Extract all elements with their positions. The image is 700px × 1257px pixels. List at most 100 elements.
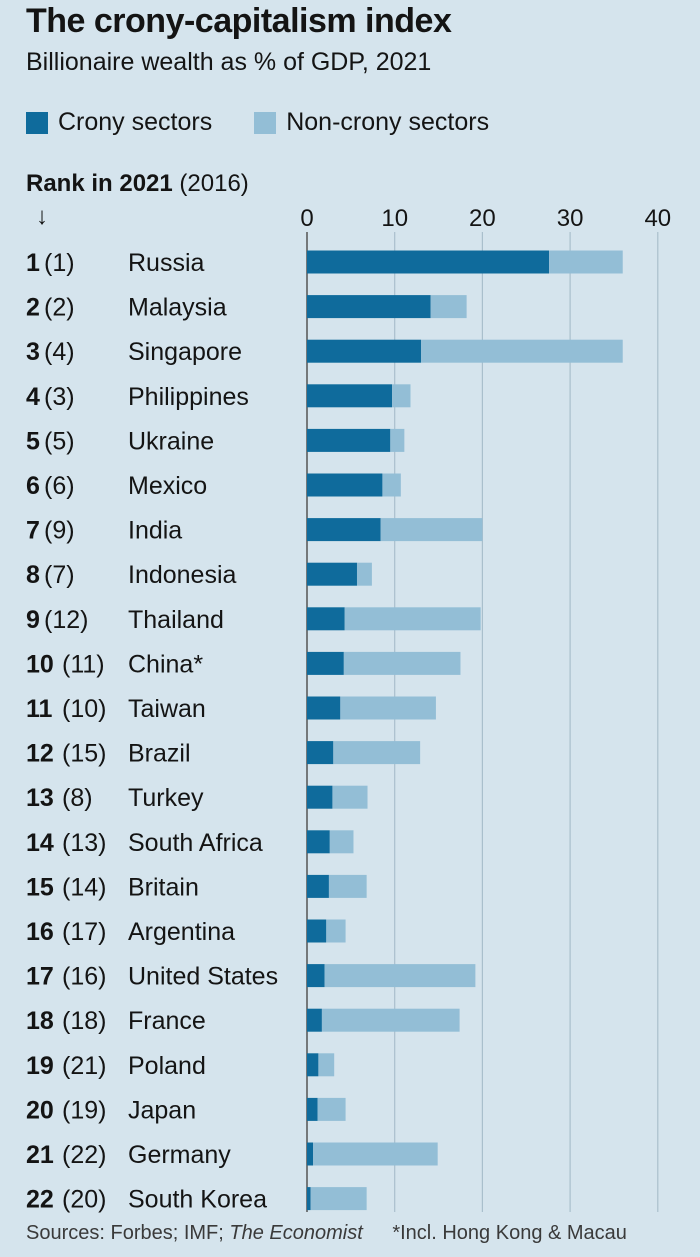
bar-noncrony	[321, 1008, 460, 1032]
rank-header-bold: Rank in 2021	[26, 170, 173, 197]
country-label: South Africa	[128, 829, 263, 857]
country-label: Turkey	[128, 784, 204, 812]
chart-title: The crony-capitalism index	[26, 2, 452, 40]
bar-noncrony	[328, 874, 367, 898]
bar-chart: 0 10 20 30 40 1 (1) Russia 2 (2) Malaysia 3 (4) Singa…	[26, 205, 671, 1214]
rank-2016-label: (5)	[44, 427, 75, 455]
bar-noncrony	[324, 964, 476, 988]
rank-2016-label: (7)	[44, 561, 75, 589]
rank-2016-label: (20)	[62, 1186, 106, 1214]
x-tick-label: 30	[557, 205, 584, 232]
bar-noncrony	[317, 1097, 346, 1121]
rank-header: Rank in 2021 (2016)	[26, 170, 249, 198]
country-label: France	[128, 1007, 206, 1035]
x-tick-label: 20	[469, 205, 496, 232]
rank-2021-label: 7	[26, 517, 40, 545]
bar-crony	[307, 1142, 314, 1166]
bar-crony	[307, 1008, 322, 1032]
rank-2021-label: 11	[26, 695, 53, 723]
rank-2016-label: (18)	[62, 1007, 106, 1035]
x-tick-label: 40	[644, 205, 671, 232]
bar-noncrony	[344, 607, 481, 631]
country-label: Philippines	[128, 383, 249, 411]
rank-2016-label: (21)	[62, 1052, 106, 1080]
country-label: Indonesia	[128, 561, 237, 589]
bar-noncrony	[430, 295, 467, 319]
rank-2021-label: 9	[26, 606, 40, 634]
rank-2021-label: 5	[26, 427, 40, 455]
bar-noncrony	[380, 518, 483, 542]
bar-crony	[307, 518, 381, 542]
bar-crony	[307, 250, 550, 274]
rank-2016-label: (11)	[62, 650, 105, 678]
rank-2021-label: 20	[26, 1096, 54, 1124]
bar-crony	[307, 741, 334, 765]
rank-2021-label: 1	[26, 249, 40, 277]
rank-2016-label: (3)	[44, 383, 75, 411]
country-label: United States	[128, 963, 278, 991]
bar-noncrony	[329, 830, 354, 854]
rank-2021-label: 17	[26, 963, 54, 991]
footer-sources-italic: The Economist	[229, 1222, 363, 1244]
bar-crony	[307, 1097, 318, 1121]
rank-2016-label: (19)	[62, 1096, 106, 1124]
bar-crony	[307, 1187, 311, 1211]
rank-2021-label: 3	[26, 338, 40, 366]
rank-2021-label: 13	[26, 784, 54, 812]
rank-2021-label: 22	[26, 1186, 54, 1214]
footer-sources: Sources: Forbes; IMF;	[26, 1222, 230, 1244]
bar-crony	[307, 696, 341, 720]
x-tick-label: 10	[381, 205, 408, 232]
rank-2016-label: (15)	[62, 740, 106, 768]
rank-2021-label: 16	[26, 918, 54, 946]
bar-noncrony	[318, 1053, 335, 1077]
country-label: India	[128, 517, 182, 545]
rank-2016-label: (9)	[44, 517, 75, 545]
bar-noncrony	[343, 651, 461, 675]
legend-swatch-crony	[26, 111, 48, 134]
country-label: China*	[128, 650, 203, 678]
country-label: Taiwan	[128, 695, 206, 723]
country-label: Singapore	[128, 338, 242, 366]
bar-noncrony	[313, 1142, 438, 1166]
bar-noncrony	[332, 785, 368, 809]
bar-crony	[307, 384, 393, 408]
down-arrow-icon: ↓	[36, 203, 48, 230]
rank-2021-label: 12	[26, 740, 54, 768]
rank-2016-label: (13)	[62, 829, 106, 857]
bar-crony	[307, 607, 345, 631]
bar-crony	[307, 473, 383, 497]
footer: Sources: Forbes; IMF; The Economist *Inc…	[26, 1222, 627, 1245]
bar-noncrony	[333, 741, 421, 765]
rank-2016-label: (17)	[62, 918, 106, 946]
rank-2021-label: 6	[26, 472, 40, 500]
bar-crony	[307, 830, 330, 854]
bar-crony	[307, 428, 391, 452]
country-label: Japan	[128, 1096, 196, 1124]
rank-2016-label: (22)	[62, 1141, 106, 1169]
bar-crony	[307, 919, 327, 943]
legend-label-noncrony: Non-crony sectors	[286, 108, 490, 136]
rank-2016-label: (6)	[44, 472, 75, 500]
country-label: Poland	[128, 1052, 206, 1080]
rank-2016-label: (10)	[62, 695, 106, 723]
rank-2016-label: (2)	[44, 294, 75, 322]
rank-2021-label: 19	[26, 1052, 54, 1080]
bar-crony	[307, 295, 431, 319]
bar-noncrony	[326, 919, 346, 943]
bar-crony	[307, 874, 329, 898]
bar-crony	[307, 651, 344, 675]
bar-noncrony	[356, 562, 372, 586]
bar-noncrony	[549, 250, 623, 274]
rank-2021-label: 18	[26, 1007, 54, 1035]
country-label: Ukraine	[128, 427, 214, 455]
rank-2016-label: (1)	[44, 249, 75, 277]
bar-noncrony	[310, 1187, 367, 1211]
rank-2016-label: (14)	[62, 873, 106, 901]
rank-2021-label: 15	[26, 873, 54, 901]
legend-label-crony: Crony sectors	[58, 108, 213, 136]
rank-2016-label: (12)	[44, 606, 88, 634]
rank-2016-label: (16)	[62, 963, 106, 991]
legend-item-noncrony: Non-crony sectors	[254, 108, 489, 137]
bar-crony	[307, 964, 325, 988]
